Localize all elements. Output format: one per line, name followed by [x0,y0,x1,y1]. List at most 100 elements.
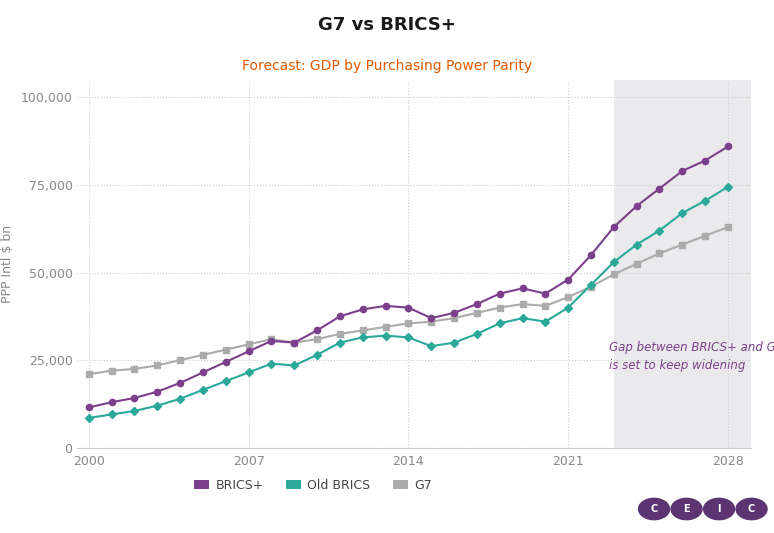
BRICS+ [678,168,687,174]
BRICS+ [472,301,481,308]
G7 [563,294,573,300]
Old BRICS [426,343,436,349]
G7 [176,357,185,364]
BRICS+ [632,203,642,209]
BRICS+ [404,304,413,311]
Old BRICS [678,210,687,216]
Old BRICS [198,387,207,393]
Text: I: I [717,504,721,514]
BRICS+ [450,310,459,316]
Old BRICS [84,415,94,421]
G7 [450,315,459,321]
G7 [84,371,94,377]
Old BRICS [107,411,116,418]
BRICS+ [130,395,139,401]
G7 [495,304,505,311]
G7 [472,310,481,316]
BRICS+ [198,369,207,376]
Old BRICS [724,183,733,190]
Old BRICS [267,360,276,367]
BRICS+ [563,277,573,283]
G7 [609,271,618,278]
BRICS+ [107,399,116,406]
Old BRICS [404,334,413,341]
Text: E: E [683,504,690,514]
Old BRICS [130,408,139,414]
Line: G7: G7 [86,224,731,377]
G7 [381,324,390,330]
BRICS+ [587,252,596,259]
Old BRICS [632,241,642,248]
BRICS+ [541,290,550,297]
G7 [518,301,527,308]
G7 [130,366,139,372]
BRICS+ [335,313,344,320]
BRICS+ [289,340,299,346]
G7 [655,250,664,256]
G7 [541,303,550,309]
G7 [700,232,710,239]
Old BRICS [244,369,253,376]
BRICS+ [700,157,710,164]
Text: C: C [748,504,755,514]
Old BRICS [541,318,550,325]
BRICS+ [84,404,94,410]
Legend: BRICS+, Old BRICS, G7: BRICS+, Old BRICS, G7 [189,474,437,497]
G7 [724,224,733,230]
BRICS+ [426,315,436,321]
Old BRICS [472,330,481,337]
BRICS+ [358,306,368,312]
BRICS+ [724,143,733,150]
G7 [313,336,322,342]
Old BRICS [518,315,527,321]
Y-axis label: PPP Intl $ bn: PPP Intl $ bn [1,225,14,303]
BRICS+ [655,185,664,192]
G7 [335,330,344,337]
Old BRICS [655,228,664,234]
Text: G7 vs BRICS+: G7 vs BRICS+ [318,16,456,34]
Old BRICS [700,198,710,204]
Bar [614,80,751,448]
G7 [107,367,116,374]
G7 [267,336,276,342]
G7 [587,284,596,290]
Line: BRICS+: BRICS+ [86,143,731,410]
Old BRICS [335,340,344,346]
BRICS+ [518,285,527,292]
G7 [198,352,207,358]
BRICS+ [495,290,505,297]
BRICS+ [267,338,276,344]
Old BRICS [358,334,368,341]
BRICS+ [176,379,185,386]
G7 [678,241,687,248]
G7 [244,341,253,348]
G7 [426,318,436,325]
Line: Old BRICS: Old BRICS [86,184,731,421]
Old BRICS [221,378,231,384]
Old BRICS [152,402,162,409]
BRICS+ [609,224,618,230]
Old BRICS [313,352,322,358]
Old BRICS [587,281,596,288]
Text: Gap between BRICS+ and G7
is set to keep widening: Gap between BRICS+ and G7 is set to keep… [609,341,774,372]
BRICS+ [381,303,390,309]
Text: Forecast: GDP by Purchasing Power Parity: Forecast: GDP by Purchasing Power Parity [242,59,532,72]
Old BRICS [609,259,618,265]
BRICS+ [313,327,322,334]
BRICS+ [244,348,253,354]
Old BRICS [563,304,573,311]
Old BRICS [381,333,390,339]
G7 [358,327,368,334]
Old BRICS [495,320,505,327]
G7 [404,320,413,327]
G7 [632,261,642,267]
BRICS+ [152,389,162,395]
Old BRICS [176,395,185,402]
Text: C: C [650,504,658,514]
G7 [221,346,231,353]
G7 [289,340,299,346]
Old BRICS [289,362,299,369]
G7 [152,362,162,369]
BRICS+ [221,359,231,365]
Old BRICS [450,340,459,346]
